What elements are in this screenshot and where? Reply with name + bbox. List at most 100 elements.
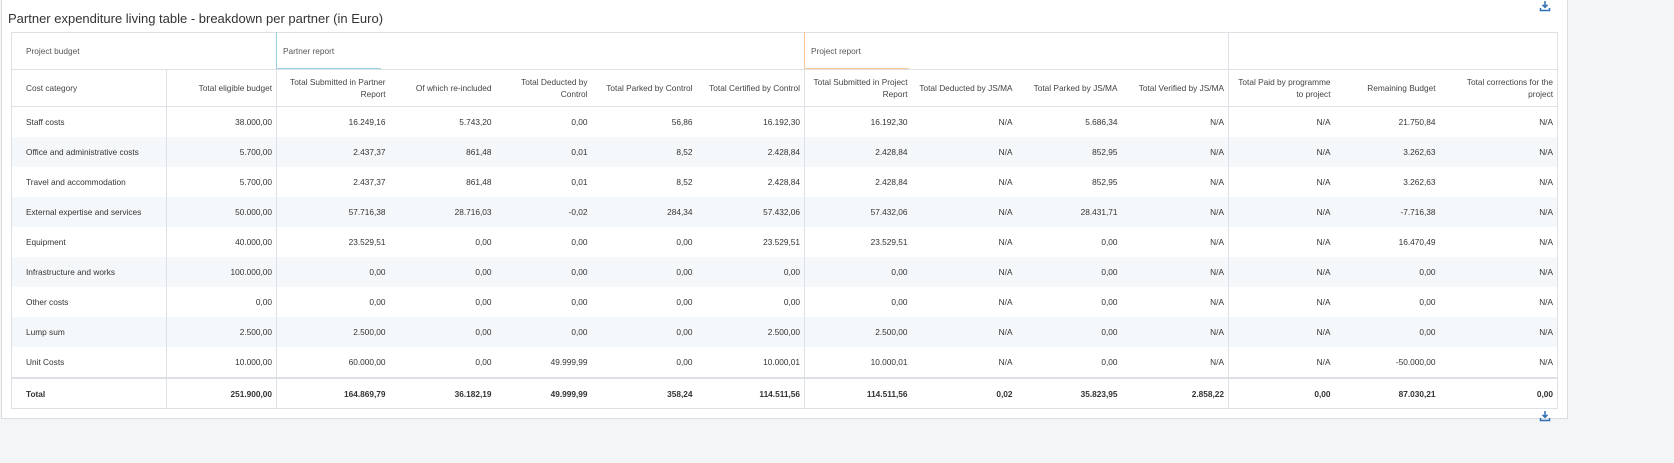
value-cell: 0,00 [475,357,492,367]
value-cell: N/A [1539,237,1554,247]
column-header[interactable]: Total Deducted by Control [495,69,592,107]
value-cell: N/A [1228,167,1335,197]
value-cell: N/A [1121,317,1229,347]
value-cell: 0,00 [1101,237,1118,247]
value-cell: 2.428,84 [696,137,805,167]
value-cell: 21.750,84 [1398,117,1436,127]
value-cell: 0,00 [804,287,912,317]
value-cell: 861,48 [389,137,496,167]
value-cell: 49.999,99 [550,357,588,367]
table-row: Office and administrative costs 5.700,00 2… [11,137,1558,167]
cost-category-cell: Travel and accommodation [26,177,126,187]
table-row: Infrastructure and works 100.000,00 0,00 0,… [11,257,1558,287]
column-header[interactable]: Total corrections for the project [1439,69,1558,107]
table-row: Unit Costs 10.000,00 60.000,00 0,00 49.999,9… [12,347,1558,378]
value-cell: 0,00 [571,297,588,307]
cost-category-cell: Lump sum [11,317,167,347]
value-cell: N/A [911,257,1017,287]
value-cell: 57.716,38 [276,197,390,227]
value-cell: 0,00 [1228,377,1335,409]
value-cell: N/A [1439,317,1558,347]
value-cell: 2.500,00 [276,317,390,347]
group-project-report: Project report [804,32,1229,70]
value-cell: 16.192,30 [804,106,912,137]
value-cell: 0,00 [495,257,592,287]
value-cell: N/A [1439,257,1558,287]
value-cell: 114.511,56 [804,377,912,409]
column-header[interactable]: Total Parked by JS/MA [1016,69,1122,107]
cost-category-cell: Infrastructure and works [11,257,167,287]
value-cell: 0,00 [276,287,390,317]
value-cell: 0,00 [1101,357,1118,367]
cost-category-cell: External expertise and services [11,197,167,227]
download-icon[interactable] [1539,0,1551,12]
value-cell: 0,01 [571,177,588,187]
column-header[interactable]: Total Verified by JS/MA [1121,69,1229,107]
value-cell: N/A [1228,287,1335,317]
group-project-report-label: Project report [811,46,861,56]
column-header[interactable]: Total Submitted in Project Report [804,69,912,107]
value-cell: 0,02 [911,377,1017,409]
value-cell: 28.431,71 [1016,197,1122,227]
value-cell: 0,00 [1101,297,1118,307]
value-cell: 2.858,22 [1121,377,1229,409]
value-cell: N/A [1228,227,1335,257]
partner-accent-line [277,68,382,69]
value-cell: 2.428,84 [767,177,801,187]
column-header[interactable]: Total Paid by programme to project [1228,69,1335,107]
value-cell: 100.000,00 [165,257,277,287]
column-header[interactable]: Remaining Budget [1334,69,1440,107]
value-cell: 0,00 [571,237,588,247]
column-header[interactable]: Cost category [11,69,167,107]
column-header[interactable]: Total eligible budget [165,69,277,107]
value-cell: 0,00 [571,117,588,127]
cost-category-cell: Total [11,377,167,409]
column-header[interactable]: Of which re-included [389,69,496,107]
value-cell: N/A [1121,257,1229,287]
table-title: Partner expenditure living table - break… [8,11,384,26]
table-row: Staff costs 38.000,00 16.249,16 5.743,20 0,0… [12,106,1558,137]
expenditure-table: Project budget Partner report Project re… [11,32,1559,409]
value-cell: 0,00 [1419,297,1436,307]
value-cell: 0,00 [804,257,912,287]
value-cell: 0,00 [1334,257,1440,287]
cost-category-cell: Staff costs [26,117,65,127]
group-project-budget: Project budget [11,32,277,70]
column-header[interactable]: Total Certified by Control [696,69,805,107]
table-row: Travel and accommodation 5.700,00 2.437,37… [12,167,1558,197]
value-cell: 57.432,06 [696,197,805,227]
column-header-row: Cost category Total eligible budget Total … [11,69,1558,107]
value-cell: 2.500,00 [696,317,805,347]
column-header[interactable]: Total Submitted in Partner Report [276,69,390,107]
value-cell: 0,00 [591,317,697,347]
value-cell: 28.716,03 [389,197,496,227]
cost-category-cell: Office and administrative costs [11,137,167,167]
table-row: Other costs 0,00 0,00 0,00 0,00 0,00 0,00 0,00 N… [12,287,1558,317]
value-cell: N/A [998,357,1013,367]
group-partner-report-label: Partner report [283,46,335,56]
value-cell: 852,95 [1092,177,1118,187]
value-cell: N/A [998,177,1013,187]
download-bottom-icon[interactable] [1539,410,1551,422]
value-cell: 57.432,06 [804,197,912,227]
column-header[interactable]: Total Parked by Control [591,69,697,107]
value-cell: 16.192,30 [763,117,801,127]
value-cell: 8,52 [591,137,697,167]
cost-category-cell: Equipment [26,237,66,247]
group-header-row: Project budget Partner report Project re… [11,32,1558,70]
value-cell: 10.000,01 [804,347,912,378]
value-cell: N/A [1539,117,1554,127]
table-row: Lump sum 2.500,00 2.500,00 0,00 0,00 0,00 2.50… [11,317,1558,347]
value-cell: 10.000,00 [165,347,277,378]
value-cell: N/A [1210,297,1225,307]
value-cell: 0,00 [676,297,693,307]
value-cell: 2.500,00 [804,317,912,347]
value-cell: N/A [998,297,1013,307]
value-cell: N/A [911,197,1017,227]
value-cell: 852,95 [1016,137,1122,167]
column-header[interactable]: Total Deducted by JS/MA [911,69,1017,107]
value-cell: 0,00 [696,257,805,287]
value-cell: 0,01 [495,137,592,167]
value-cell: N/A [1228,257,1335,287]
value-cell: 5.700,00 [165,167,277,197]
